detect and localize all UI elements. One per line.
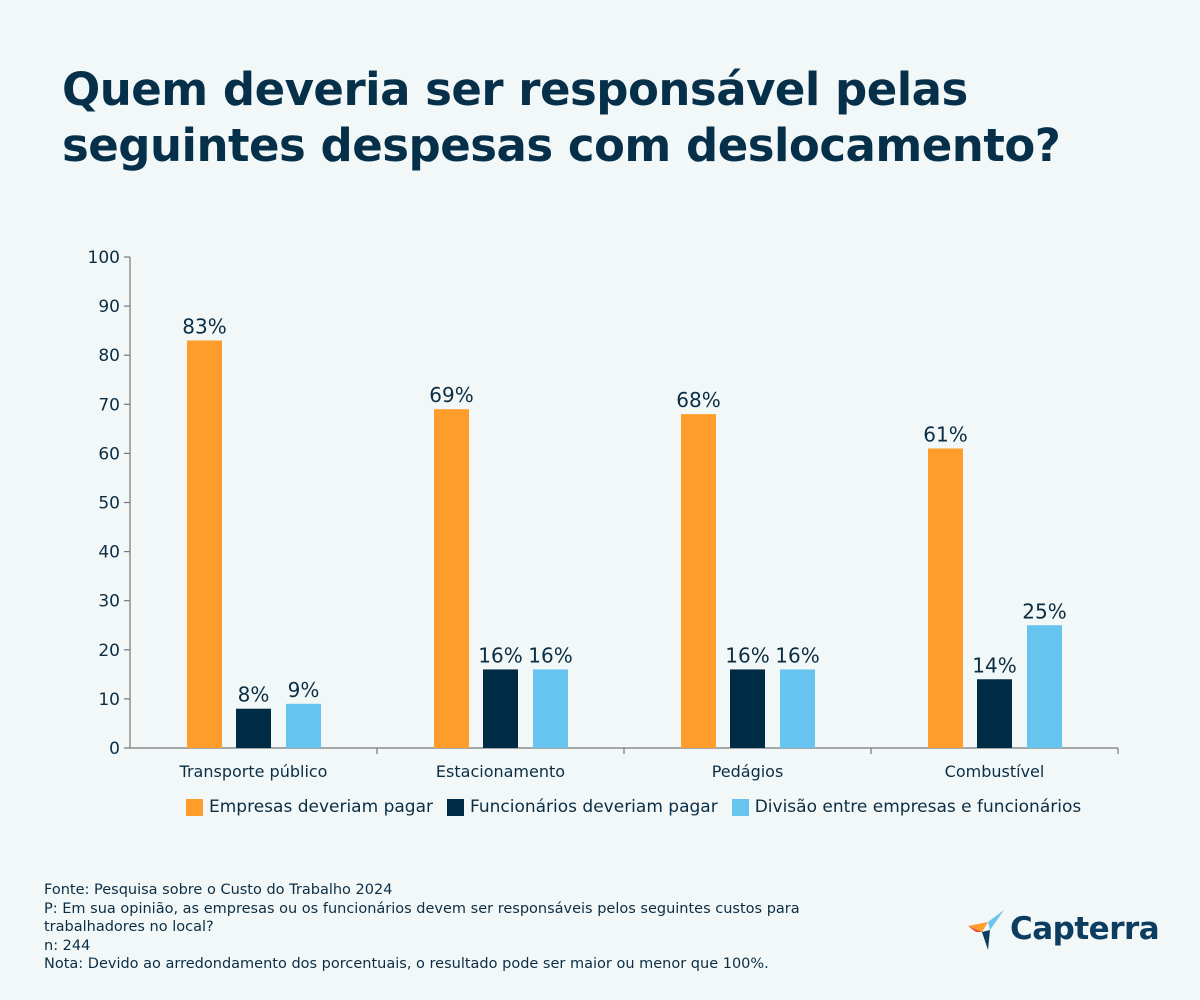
- data-label: 9%: [288, 678, 320, 702]
- footer-notes: Fonte: Pesquisa sobre o Custo do Trabalh…: [44, 881, 844, 974]
- bar: [236, 708, 271, 748]
- bar: [1027, 625, 1062, 748]
- chart-title: Quem deveria ser responsável pelas segui…: [62, 63, 1061, 172]
- note-text: Nota: Devido ao arredondamento dos porce…: [44, 956, 769, 972]
- bar: [928, 448, 963, 748]
- y-tick-label: 100: [88, 248, 120, 268]
- y-tick-label: 40: [98, 543, 120, 563]
- bar-chart: 0 10 20 30 40 50 60 70 80 90 100 Transporte público…: [88, 248, 1119, 781]
- y-tick-label: 90: [98, 297, 120, 317]
- bar: [977, 679, 1012, 748]
- y-tick-label: 0: [109, 739, 120, 759]
- legend-swatch: [186, 798, 203, 816]
- x-tick-label: Transporte público: [179, 762, 328, 781]
- question-text: P: Em sua opinião, as empresas ou os fun…: [44, 900, 800, 936]
- data-label: 16%: [725, 643, 769, 667]
- x-tick-label: Estacionamento: [436, 762, 565, 781]
- legend-swatch: [446, 798, 464, 816]
- bar: [286, 703, 321, 748]
- legend-item-empresas: Empresas deveriam pagar: [186, 797, 433, 817]
- bar: [780, 669, 815, 748]
- data-label: 16%: [478, 643, 522, 667]
- y-tick-label: 60: [98, 444, 120, 464]
- data-label: 14%: [972, 653, 1016, 677]
- sample-size-text: n: 244: [44, 937, 91, 954]
- bar: [533, 669, 568, 748]
- bar: [681, 414, 716, 748]
- data-label: 61%: [923, 422, 967, 446]
- y-tick-label: 70: [98, 395, 120, 415]
- y-tick-label: 80: [98, 346, 120, 366]
- capterra-logo: Capterra: [966, 908, 1160, 950]
- legend: Empresas deveriam pagar Funcionários dev…: [186, 797, 1095, 817]
- legend-label: Funcionários deveriam pagar: [469, 797, 718, 817]
- legend-item-funcionarios: Funcionários deveriam pagar: [446, 797, 718, 817]
- legend-item-divisao: Divisão entre empresas e funcionários: [731, 797, 1082, 817]
- data-label: 83%: [182, 314, 226, 338]
- source-text: Fonte: Pesquisa sobre o Custo do Trabalh…: [44, 882, 393, 898]
- y-tick-label: 20: [98, 641, 120, 661]
- legend-label: Divisão entre empresas e funcionários: [754, 797, 1082, 817]
- data-label: 68%: [676, 388, 720, 412]
- y-tick-label: 10: [98, 690, 120, 710]
- legend-swatch: [731, 798, 749, 816]
- data-label: 16%: [528, 643, 572, 667]
- y-tick-label: 50: [98, 494, 120, 514]
- logo-text: Capterra: [1010, 911, 1160, 947]
- bar: [483, 669, 518, 748]
- bar: [730, 669, 765, 748]
- capterra-arrow-icon: [968, 910, 1004, 950]
- y-tick-label: 30: [98, 592, 120, 612]
- x-tick-label: Pedágios: [712, 762, 784, 781]
- bar: [187, 340, 222, 748]
- data-label: 69%: [429, 383, 473, 407]
- bar: [434, 409, 469, 748]
- data-label: 25%: [1022, 599, 1066, 623]
- data-label: 8%: [238, 683, 270, 707]
- data-label: 16%: [775, 643, 819, 667]
- x-tick-label: Combustível: [945, 762, 1045, 781]
- legend-label: Empresas deveriam pagar: [209, 797, 433, 817]
